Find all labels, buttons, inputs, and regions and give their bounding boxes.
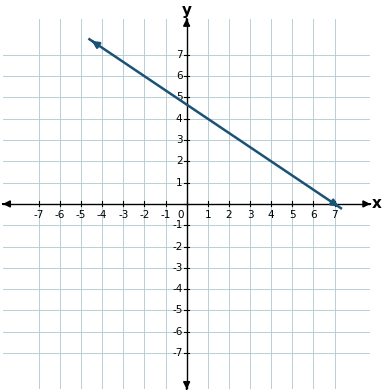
- Text: -6: -6: [172, 327, 182, 337]
- Text: 1: 1: [176, 178, 182, 188]
- Text: 7: 7: [331, 210, 338, 220]
- Text: 7: 7: [176, 50, 182, 60]
- Text: 2: 2: [225, 210, 232, 220]
- Text: -3: -3: [118, 210, 128, 220]
- Text: -4: -4: [172, 284, 182, 294]
- Text: -7: -7: [33, 210, 44, 220]
- Text: -1: -1: [160, 210, 171, 220]
- Text: -2: -2: [172, 241, 182, 252]
- Text: 1: 1: [204, 210, 211, 220]
- Text: -5: -5: [172, 305, 182, 316]
- Text: 3: 3: [247, 210, 253, 220]
- Text: 5: 5: [289, 210, 296, 220]
- Text: y: y: [182, 3, 192, 18]
- Text: -4: -4: [97, 210, 107, 220]
- Text: 6: 6: [176, 71, 182, 81]
- Text: -7: -7: [172, 348, 182, 358]
- Text: 3: 3: [176, 135, 182, 145]
- Text: -2: -2: [139, 210, 149, 220]
- Text: 4: 4: [176, 114, 182, 124]
- Text: -3: -3: [172, 263, 182, 273]
- Text: 5: 5: [176, 93, 182, 102]
- Text: -1: -1: [172, 220, 182, 230]
- Text: 4: 4: [268, 210, 275, 220]
- Text: 6: 6: [310, 210, 317, 220]
- Text: 0: 0: [177, 210, 184, 220]
- Text: x: x: [372, 196, 381, 211]
- Text: -6: -6: [55, 210, 65, 220]
- Text: 2: 2: [176, 156, 182, 166]
- Text: -5: -5: [76, 210, 86, 220]
